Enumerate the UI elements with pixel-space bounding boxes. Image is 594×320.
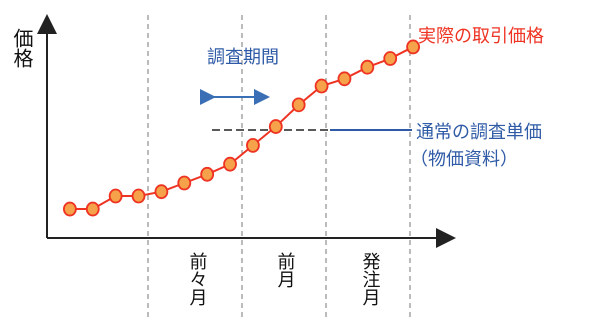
data-point-1 — [87, 203, 99, 216]
data-point-4 — [155, 185, 167, 198]
data-point-5 — [178, 177, 190, 190]
series-label: 実際の取引価格 — [418, 26, 544, 47]
period-label-2: 発注月 — [360, 252, 381, 306]
data-point-9 — [270, 120, 282, 133]
data-point-7 — [224, 158, 236, 171]
data-point-6 — [201, 168, 213, 181]
reference-label-line2: （物価資料） — [410, 149, 518, 170]
reference-label-line1: 通常の調査単価 — [416, 122, 542, 143]
data-point-14 — [384, 52, 396, 65]
data-point-8 — [247, 139, 259, 152]
period-label-1: 前月 — [275, 252, 296, 288]
data-point-0 — [64, 203, 76, 216]
data-point-3 — [133, 190, 145, 203]
data-point-2 — [110, 190, 122, 203]
data-point-10 — [293, 98, 305, 111]
survey-period-label: 調査期間 — [207, 47, 279, 68]
data-point-13 — [361, 61, 373, 74]
y-axis-label: 価格 — [10, 28, 34, 68]
data-point-12 — [338, 72, 350, 85]
data-point-11 — [316, 80, 328, 93]
period-label-0: 前々月 — [187, 252, 208, 306]
